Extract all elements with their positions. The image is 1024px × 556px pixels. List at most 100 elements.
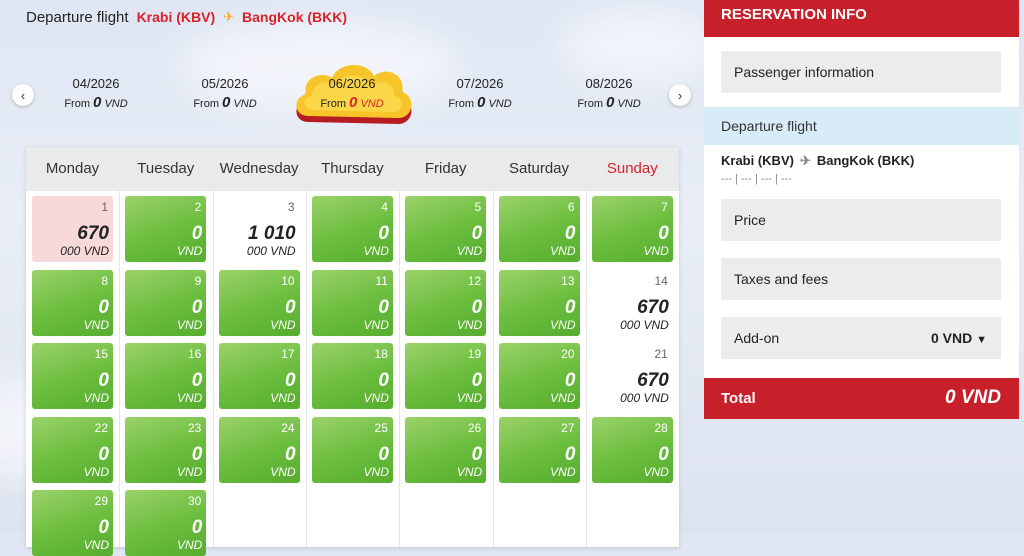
- day-number: 21: [654, 347, 668, 361]
- day-price: 0: [658, 223, 669, 244]
- day-price: 0: [378, 223, 389, 244]
- day-price: 0: [564, 223, 576, 244]
- day-cell-17[interactable]: 17 0 VND: [218, 343, 300, 409]
- month-label: 04/2026: [72, 76, 120, 91]
- day-price-unit: VND: [456, 244, 483, 258]
- departure-flight-section: Departure flight: [704, 107, 1019, 145]
- day-cell-16[interactable]: 16 0 VND: [125, 343, 207, 409]
- fare-calendar: Monday Tuesday Wednesday Thursday Friday Satu…: [26, 147, 679, 556]
- day-price: 0: [471, 223, 483, 244]
- day-cell-28[interactable]: 28 0 VND: [591, 416, 673, 483]
- day-number: 15: [94, 347, 108, 361]
- day-number: 25: [374, 420, 388, 435]
- total-value: 0 VND: [945, 387, 1001, 408]
- day-cell-5[interactable]: 5 0 VND: [405, 196, 487, 262]
- month-from-price: From 0 VND: [64, 94, 128, 111]
- chevron-left-icon: ‹: [20, 87, 26, 103]
- caret-down-icon: ▼: [976, 334, 987, 346]
- addon-value: 0 VND ▼: [930, 330, 987, 346]
- day-price: 0: [564, 296, 576, 318]
- grid-divider: [492, 191, 494, 547]
- weekday-5: Saturday: [508, 160, 570, 177]
- day-cell-11[interactable]: 11 0 VND: [311, 269, 393, 336]
- day-cell-4[interactable]: 4 0 VND: [311, 196, 393, 262]
- day-cell-13[interactable]: 13 0 VND: [498, 269, 580, 336]
- month-tab[interactable]: 08/2026 From 0 VND: [554, 76, 664, 111]
- day-price-unit: VND: [176, 538, 203, 552]
- taxes-fees-row[interactable]: Taxes and fees: [721, 258, 1001, 300]
- month-label: 07/2026: [456, 76, 504, 91]
- day-price-unit: 000 VND: [246, 244, 296, 258]
- month-label: 05/2026: [201, 76, 249, 91]
- grid-divider: [119, 191, 121, 547]
- day-price: 0: [471, 296, 483, 318]
- day-cell-22[interactable]: 22 0 VND: [32, 416, 113, 483]
- day-number: 13: [561, 273, 575, 288]
- day-number: 22: [94, 420, 108, 435]
- origin-city: Krabi (KBV): [136, 9, 216, 25]
- plane-icon: ✈: [223, 9, 235, 24]
- day-cell-9[interactable]: 9 0 VND: [125, 269, 207, 336]
- day-cell-15[interactable]: 15 0 VND: [32, 343, 113, 409]
- day-cell-2[interactable]: 2 0 VND: [125, 196, 207, 262]
- day-cell-14[interactable]: 14 670 000 VND: [591, 269, 673, 336]
- month-tab[interactable]: 05/2026 From 0 VND: [170, 76, 280, 111]
- day-cell-18[interactable]: 18 0 VND: [311, 343, 393, 409]
- day-price-unit: VND: [176, 464, 203, 479]
- day-cell-23[interactable]: 23 0 VND: [125, 416, 207, 483]
- day-price-unit: VND: [270, 464, 296, 479]
- day-number: 1: [101, 200, 108, 214]
- passenger-information-button[interactable]: Passenger information: [721, 51, 1001, 93]
- day-cell-25[interactable]: 25 0 VND: [311, 416, 393, 483]
- total-label: Total: [721, 390, 756, 407]
- day-cell-12[interactable]: 12 0 VND: [405, 269, 487, 336]
- month-tab[interactable]: 04/2026 From 0 VND: [41, 76, 151, 111]
- day-price-unit: VND: [83, 391, 109, 405]
- day-number: 17: [281, 347, 295, 361]
- day-number: 3: [287, 200, 295, 214]
- day-price-unit: VND: [363, 464, 389, 479]
- day-price: 670: [637, 370, 669, 391]
- day-cell-24[interactable]: 24 0 VND: [218, 416, 300, 483]
- day-cell-30[interactable]: 30 0 VND: [125, 490, 207, 556]
- day-cell-26[interactable]: 26 0 VND: [405, 416, 487, 483]
- day-cell-8[interactable]: 8 0 VND: [32, 269, 113, 336]
- day-price: 0: [98, 296, 109, 318]
- month-tab[interactable]: 07/2026 From 0 VND: [425, 76, 535, 111]
- day-cell-7[interactable]: 7 0 VND: [591, 196, 673, 262]
- day-price-unit: VND: [176, 391, 203, 405]
- day-price-unit: VND: [363, 391, 389, 405]
- next-month-button[interactable]: ›: [669, 84, 691, 106]
- day-cell-3[interactable]: 3 1 010 000 VND: [218, 196, 300, 262]
- addon-dropdown[interactable]: Add-on 0 VND ▼: [721, 317, 1001, 359]
- month-tab-selected[interactable]: 06/2026 From 0 VND: [297, 76, 407, 111]
- weekday-0: Monday: [45, 160, 100, 177]
- price-row[interactable]: Price: [721, 199, 1001, 241]
- day-price: 0: [285, 296, 296, 318]
- day-cell-6[interactable]: 6 0 VND: [498, 196, 580, 262]
- selected-month-highlight: [296, 64, 412, 124]
- day-price-unit: VND: [550, 464, 576, 479]
- day-cell-19[interactable]: 19 0 VND: [405, 343, 487, 409]
- day-cell-1[interactable]: 1 670 000 VND: [32, 196, 113, 262]
- day-price: 0: [378, 370, 389, 391]
- day-cell-20[interactable]: 20 0 VND: [498, 343, 580, 409]
- day-cell-27[interactable]: 27 0 VND: [498, 416, 580, 483]
- day-number: 30: [187, 494, 202, 508]
- day-cell-29[interactable]: 29 0 VND: [32, 490, 113, 556]
- chevron-right-icon: ›: [677, 87, 683, 103]
- day-cell-10[interactable]: 10 0 VND: [218, 269, 300, 336]
- day-price: 0: [471, 370, 483, 391]
- day-price: 0: [98, 443, 109, 465]
- day-price-unit: VND: [363, 317, 389, 332]
- day-cell-21[interactable]: 21 670 000 VND: [591, 343, 673, 409]
- destination-city: BangKok (BKK): [242, 9, 348, 25]
- day-number: 23: [187, 420, 202, 435]
- weekday-1: Tuesday: [137, 160, 195, 177]
- day-number: 9: [194, 273, 202, 288]
- month-label: 08/2026: [585, 76, 633, 91]
- day-price: 1 010: [248, 223, 296, 244]
- prev-month-button[interactable]: ‹: [12, 84, 34, 106]
- day-price: 0: [191, 443, 203, 465]
- day-number: 24: [281, 420, 295, 435]
